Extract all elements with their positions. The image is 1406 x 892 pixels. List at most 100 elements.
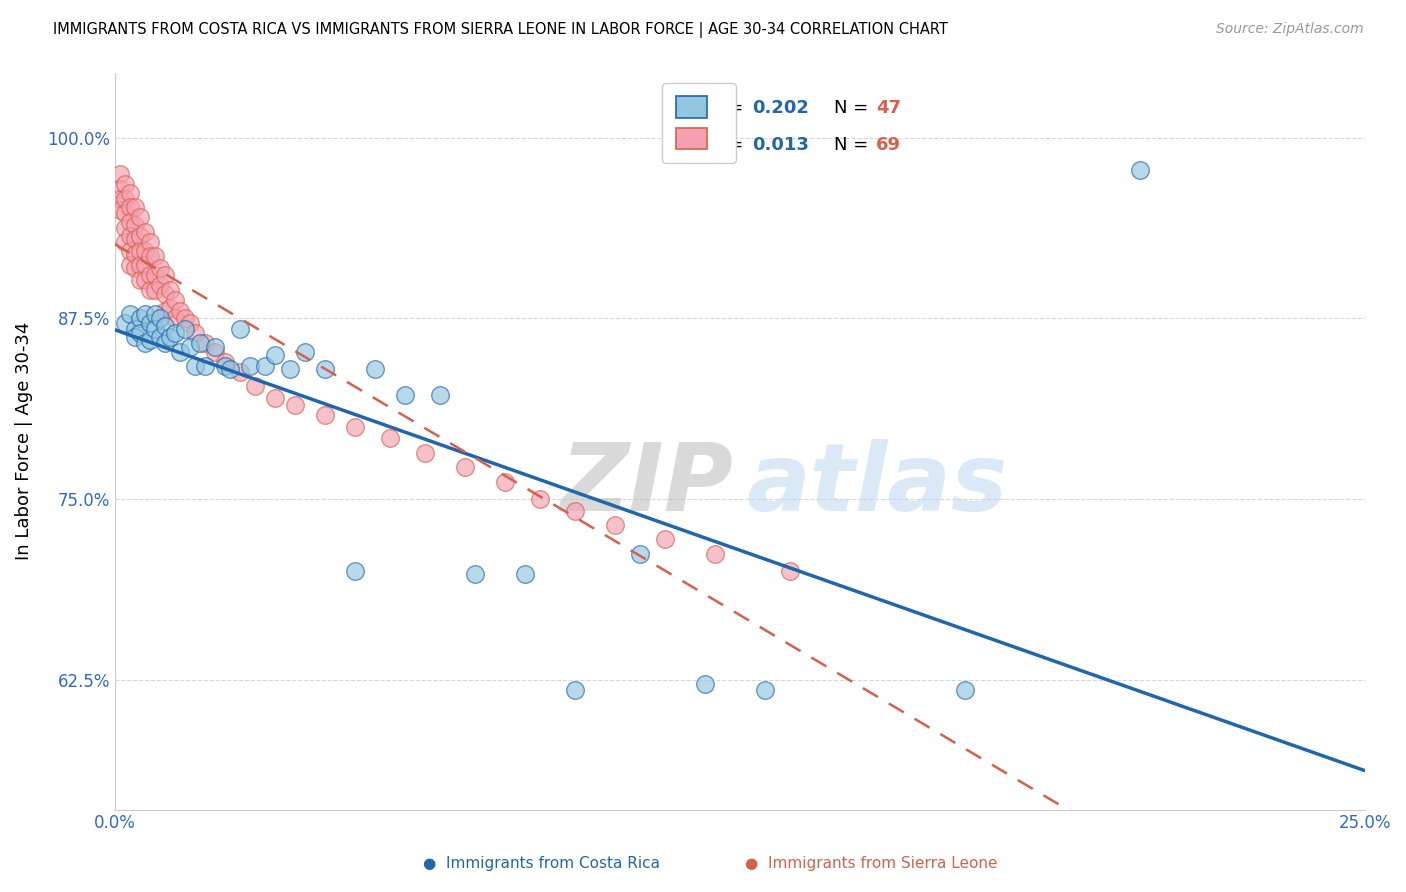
Point	[159, 283, 181, 297]
Point	[153, 336, 176, 351]
Point	[149, 330, 172, 344]
Point	[114, 220, 136, 235]
Text: IMMIGRANTS FROM COSTA RICA VS IMMIGRANTS FROM SIERRA LEONE IN LABOR FORCE | AGE : IMMIGRANTS FROM COSTA RICA VS IMMIGRANTS…	[53, 22, 948, 38]
Point	[564, 682, 586, 697]
Point	[128, 258, 150, 272]
Point	[169, 304, 191, 318]
Point	[343, 419, 366, 434]
Point	[179, 316, 201, 330]
Point	[108, 203, 131, 218]
Point	[128, 229, 150, 244]
Point	[118, 258, 141, 272]
Point	[143, 268, 166, 282]
Point	[314, 362, 336, 376]
Point	[114, 235, 136, 249]
Point	[603, 518, 626, 533]
Text: ●  Immigrants from Costa Rica: ● Immigrants from Costa Rica	[423, 856, 659, 871]
Point	[263, 391, 285, 405]
Point	[184, 326, 207, 340]
Point	[529, 491, 551, 506]
Point	[139, 316, 162, 330]
Text: 0.202: 0.202	[752, 99, 808, 118]
Y-axis label: In Labor Force | Age 30-34: In Labor Force | Age 30-34	[15, 322, 32, 560]
Point	[394, 388, 416, 402]
Point	[179, 340, 201, 354]
Point	[128, 311, 150, 326]
Point	[139, 235, 162, 249]
Point	[124, 232, 146, 246]
Text: N =: N =	[834, 136, 873, 154]
Text: 69: 69	[876, 136, 901, 154]
Point	[754, 682, 776, 697]
Point	[128, 326, 150, 340]
Point	[169, 344, 191, 359]
Point	[218, 362, 240, 376]
Point	[153, 268, 176, 282]
Point	[153, 318, 176, 333]
Point	[153, 287, 176, 301]
Point	[159, 330, 181, 344]
Point	[118, 229, 141, 244]
Point	[143, 249, 166, 263]
Point	[204, 344, 226, 359]
Point	[364, 362, 387, 376]
Point	[163, 326, 186, 340]
Point	[134, 336, 156, 351]
Point	[134, 258, 156, 272]
Point	[278, 362, 301, 376]
Point	[184, 359, 207, 373]
Point	[149, 260, 172, 275]
Point	[239, 359, 262, 373]
Point	[118, 215, 141, 229]
Point	[118, 186, 141, 200]
Point	[564, 503, 586, 517]
Point	[628, 547, 651, 561]
Text: R =: R =	[710, 136, 749, 154]
Point	[118, 200, 141, 214]
Point	[284, 398, 307, 412]
Point	[143, 283, 166, 297]
Point	[139, 249, 162, 263]
Point	[263, 348, 285, 362]
Point	[464, 567, 486, 582]
Point	[853, 813, 876, 827]
Point	[108, 192, 131, 206]
Point	[128, 211, 150, 225]
Point	[124, 260, 146, 275]
Point	[214, 359, 236, 373]
Point	[108, 181, 131, 195]
Point	[513, 567, 536, 582]
Text: ●  Immigrants from Sierra Leone: ● Immigrants from Sierra Leone	[745, 856, 998, 871]
Point	[703, 547, 725, 561]
Point	[139, 333, 162, 347]
Point	[134, 225, 156, 239]
Point	[124, 200, 146, 214]
Point	[134, 244, 156, 258]
Point	[124, 246, 146, 260]
Point	[139, 283, 162, 297]
Point	[139, 268, 162, 282]
Text: 0.013: 0.013	[752, 136, 808, 154]
Point	[204, 340, 226, 354]
Point	[454, 460, 477, 475]
Point	[134, 272, 156, 286]
Point	[159, 301, 181, 316]
Point	[128, 272, 150, 286]
Point	[124, 218, 146, 232]
Point	[108, 167, 131, 181]
Point	[429, 388, 451, 402]
Point	[194, 336, 217, 351]
Point	[173, 311, 195, 326]
Point	[1129, 162, 1152, 177]
Text: atlas: atlas	[747, 440, 1007, 532]
Point	[128, 244, 150, 258]
Legend: , : ,	[662, 83, 735, 163]
Point	[134, 307, 156, 321]
Point	[294, 344, 316, 359]
Text: R =: R =	[710, 99, 749, 118]
Point	[413, 446, 436, 460]
Text: N =: N =	[834, 99, 873, 118]
Point	[953, 682, 976, 697]
Point	[229, 321, 252, 335]
Point	[118, 244, 141, 258]
